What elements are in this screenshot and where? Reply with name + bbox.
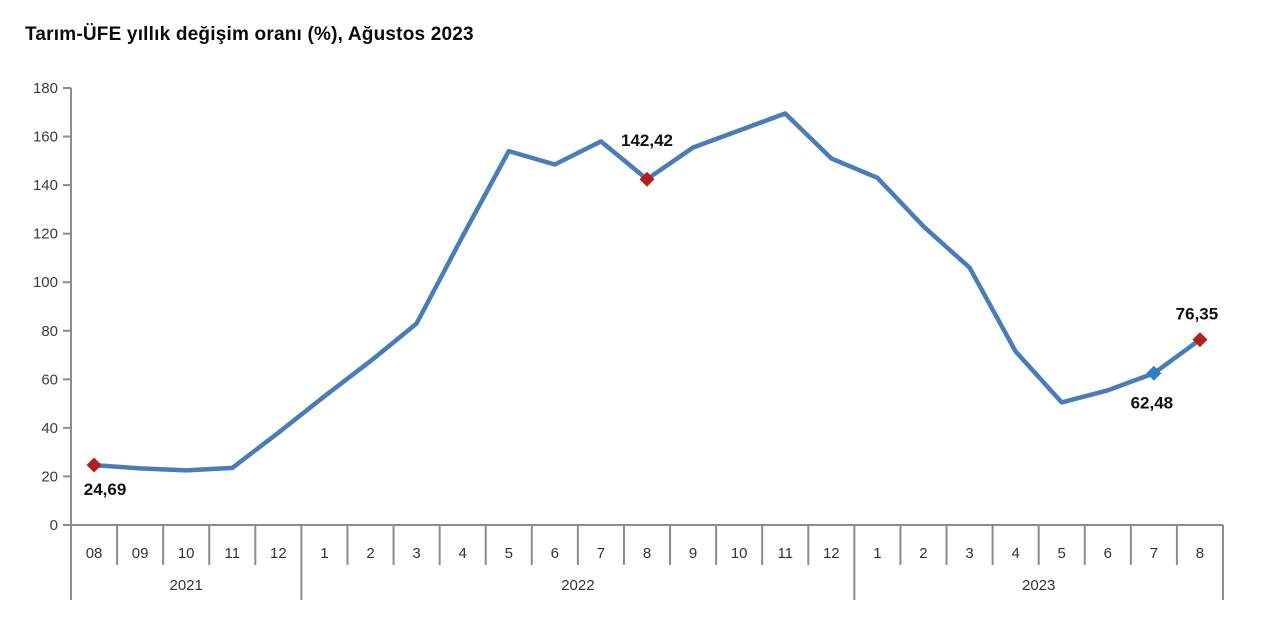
x-axis-month-label: 7: [1150, 545, 1158, 562]
x-axis-year-label: 2021: [170, 577, 203, 594]
x-axis-month-label: 6: [551, 545, 559, 562]
y-axis-label: 180: [33, 80, 58, 97]
x-axis-year-label: 2022: [561, 577, 594, 594]
x-axis-month-label: 7: [597, 545, 605, 562]
y-axis-label: 80: [41, 323, 58, 340]
y-axis-label: 60: [41, 371, 58, 388]
x-axis-month-label: 3: [412, 545, 420, 562]
x-axis-month-label: 5: [1058, 545, 1066, 562]
x-axis-month-label: 9: [689, 545, 697, 562]
x-axis-month-label: 09: [132, 545, 149, 562]
data-point-label: 142,42: [621, 131, 673, 150]
x-axis-month-label: 8: [1196, 545, 1204, 562]
x-axis-month-label: 12: [823, 545, 840, 562]
x-axis-month-label: 3: [965, 545, 973, 562]
data-point-label: 76,35: [1176, 305, 1219, 324]
y-axis-label: 40: [41, 420, 58, 437]
x-axis-month-label: 10: [731, 545, 748, 562]
x-axis-month-label: 10: [178, 545, 195, 562]
red-diamond-marker-icon: [639, 171, 655, 187]
x-axis-month-label: 11: [777, 545, 793, 562]
x-axis-year-label: 2023: [1022, 577, 1055, 594]
x-axis-month-label: 6: [1104, 545, 1112, 562]
blue-diamond-marker-icon: [1146, 365, 1162, 381]
x-axis-month-label: 12: [270, 545, 287, 562]
x-axis-month-label: 11: [224, 545, 240, 562]
x-axis-month-label: 5: [505, 545, 513, 562]
data-point-label: 24,69: [84, 480, 127, 499]
y-axis-label: 100: [33, 274, 58, 291]
y-axis-label: 160: [33, 129, 58, 146]
x-axis-month-label: 1: [873, 545, 881, 562]
y-axis-label: 0: [50, 517, 58, 534]
y-axis-label: 140: [33, 177, 58, 194]
x-axis-month-label: 1: [320, 545, 328, 562]
x-axis-month-label: 2: [919, 545, 927, 562]
red-diamond-marker-icon: [1192, 332, 1208, 348]
red-diamond-marker-icon: [86, 457, 102, 473]
y-axis-label: 120: [33, 226, 58, 243]
data-point-label: 62,48: [1131, 393, 1174, 412]
y-axis-label: 20: [41, 468, 58, 485]
x-axis-month-label: 8: [643, 545, 651, 562]
series-line: [91, 111, 1203, 473]
chart-title: Tarım-ÜFE yıllık değişim oranı (%), Ağus…: [25, 24, 474, 45]
x-axis-month-label: 2: [366, 545, 374, 562]
x-axis-month-label: 4: [1011, 545, 1019, 562]
x-axis-month-label: 08: [86, 545, 103, 562]
x-axis-month-label: 4: [459, 545, 467, 562]
